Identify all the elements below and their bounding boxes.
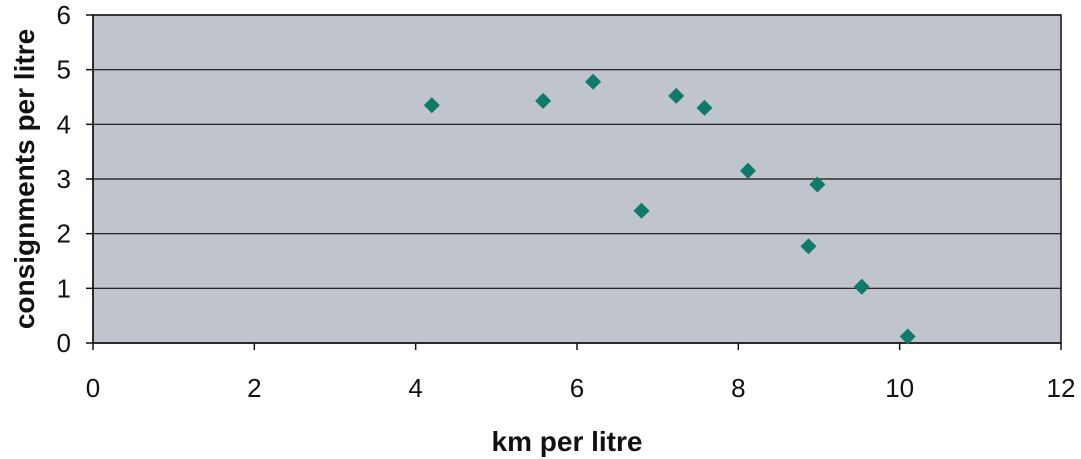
y-tick-label: 4: [57, 109, 71, 139]
data-point: [633, 202, 650, 219]
y-tick-label: 2: [57, 219, 71, 249]
x-tick-label: 4: [408, 373, 422, 403]
x-tick-label: 10: [885, 373, 914, 403]
y-tick-label: 6: [57, 0, 71, 30]
data-point: [585, 73, 602, 90]
data-point: [899, 328, 916, 345]
y-axis-title: consignments per litre: [9, 29, 40, 329]
y-tick-label: 1: [57, 273, 71, 303]
axes: [86, 14, 1062, 350]
data-point: [423, 97, 440, 114]
data-point: [853, 278, 870, 295]
y-tick-label: 3: [57, 164, 71, 194]
x-tick-label: 0: [86, 373, 100, 403]
x-tick-label: 6: [570, 373, 584, 403]
gridlines: [93, 14, 1061, 289]
data-points: [423, 73, 916, 345]
x-axis-title: km per litre: [492, 426, 643, 457]
data-point: [668, 87, 685, 104]
x-tick-label: 12: [1047, 373, 1076, 403]
data-point: [696, 99, 713, 116]
x-tick-label: 2: [247, 373, 261, 403]
y-tick-label: 5: [57, 55, 71, 85]
x-tick-label: 8: [731, 373, 745, 403]
data-point: [740, 162, 757, 179]
data-point: [535, 92, 552, 109]
y-tick-label: 0: [57, 328, 71, 358]
data-point: [800, 238, 817, 255]
data-point: [809, 176, 826, 193]
